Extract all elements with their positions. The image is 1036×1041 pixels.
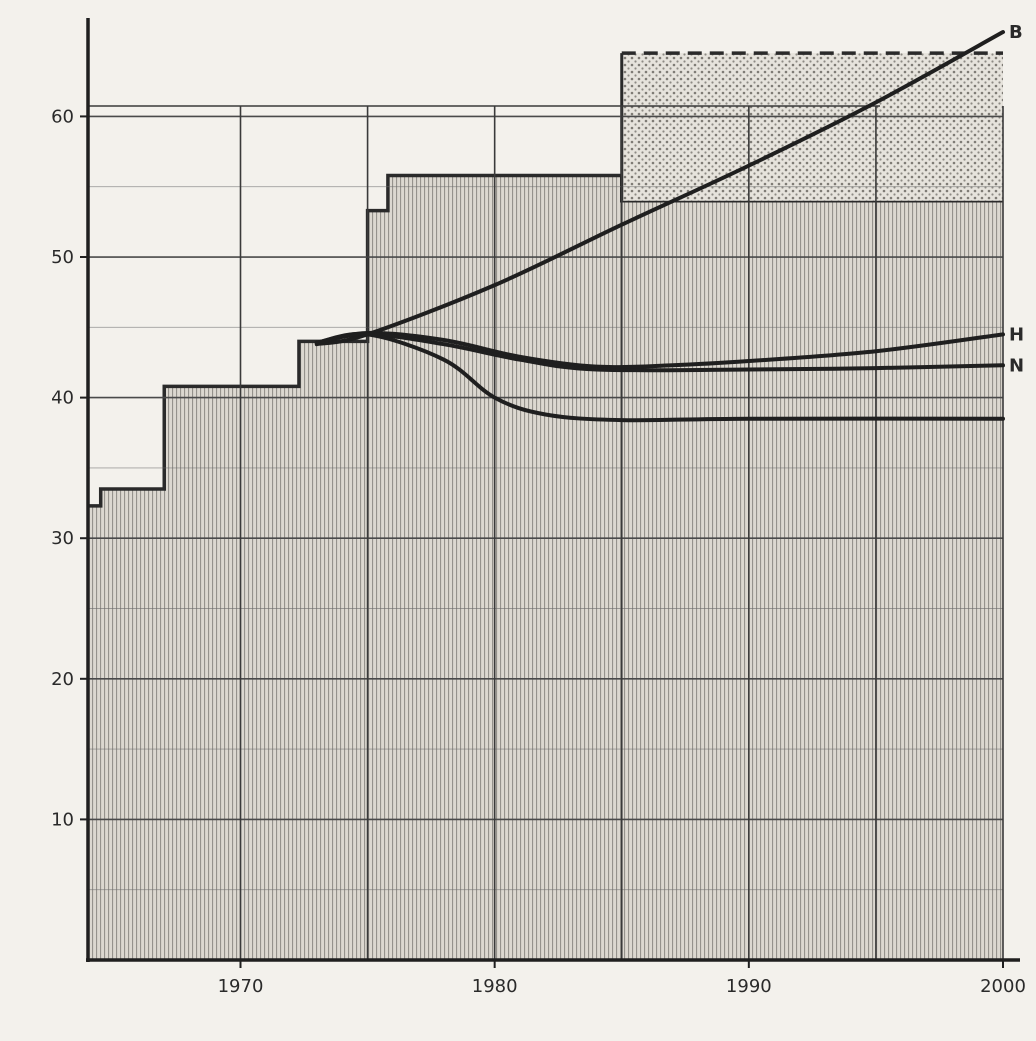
y-tick-label: 40 xyxy=(51,388,74,409)
y-tick-label: 30 xyxy=(51,528,74,549)
series-line-unlabeled xyxy=(314,331,1005,423)
series-line-b xyxy=(314,30,1005,347)
x-tick-label: 1970 xyxy=(218,976,264,997)
band-fill-lower xyxy=(88,175,1003,961)
series-layer xyxy=(314,30,1005,423)
x-tick-label: 1980 xyxy=(472,976,518,997)
band-fill-upper xyxy=(621,53,1003,201)
x-tick-label: 2000 xyxy=(980,976,1026,997)
series-line-n xyxy=(314,332,1005,373)
y-tick-label: 10 xyxy=(51,809,74,830)
y-tick-label: 60 xyxy=(51,106,74,127)
series-label-b: B xyxy=(1009,22,1023,43)
series-label-h: H xyxy=(1009,324,1024,345)
y-tick-label: 50 xyxy=(51,247,74,268)
x-tick-label: 1990 xyxy=(726,976,772,997)
axes-layer: 10 20 30 40 50 60 1970 1980 1990 2000 xyxy=(51,18,1026,997)
series-line-h xyxy=(314,330,1005,370)
stacked-band-layer xyxy=(88,51,1003,961)
grid-layer xyxy=(88,105,1004,960)
y-tick-label: 20 xyxy=(51,669,74,690)
series-label-n: N xyxy=(1009,355,1024,376)
labels-layer: B HN xyxy=(1009,22,1024,376)
